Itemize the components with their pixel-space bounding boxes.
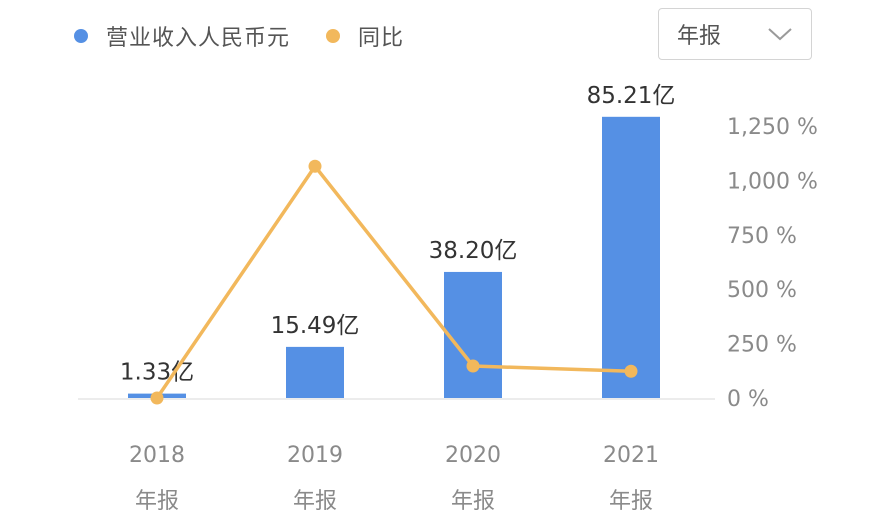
bar-2020 xyxy=(444,271,502,398)
legend-label-yoy: 同比 xyxy=(358,26,405,51)
period-select[interactable]: 年报 xyxy=(658,8,812,60)
yoy-line xyxy=(155,164,632,399)
x-tick-sublabel-2018: 年报 xyxy=(135,489,179,514)
yoy-point-2018 xyxy=(150,391,164,405)
legend-item-yoy[interactable]: 同比 xyxy=(326,20,404,52)
x-tick-sublabel-2021: 年报 xyxy=(609,489,653,514)
x-tick-label-2021: 2021 xyxy=(603,443,659,468)
bar-value-label-2019: 15.49亿 xyxy=(271,313,360,339)
y2-tick-label: 1,250 % xyxy=(727,115,818,140)
x-tick-label-2019: 2019 xyxy=(287,443,343,468)
chart-legend: 营业收入人民币元 同比 xyxy=(74,18,440,54)
y2-tick-label: 1,000 % xyxy=(727,169,818,194)
chevron-down-icon xyxy=(768,28,792,41)
period-select-value: 年报 xyxy=(677,24,722,49)
legend-dot-revenue xyxy=(74,29,88,43)
legend-item-revenue[interactable]: 营业收入人民币元 xyxy=(74,20,290,52)
yoy-point-2021 xyxy=(624,364,638,378)
x-tick-label-2020: 2020 xyxy=(445,443,501,468)
yoy-point-2019 xyxy=(308,159,322,173)
y2-tick-label: 500 % xyxy=(727,278,797,303)
legend-dot-yoy xyxy=(326,29,341,43)
x-tick-sublabel-2020: 年报 xyxy=(451,489,495,514)
y2-tick-label: 250 % xyxy=(727,333,797,358)
bar-value-label-2020: 38.20亿 xyxy=(429,238,518,264)
bar-2021 xyxy=(602,116,660,398)
bar-value-label-2018: 1.33亿 xyxy=(120,360,194,386)
x-tick-label-2018: 2018 xyxy=(129,443,185,468)
y2-tick-label: 0 % xyxy=(727,387,769,412)
yoy-point-2020 xyxy=(466,359,480,373)
x-tick-sublabel-2019: 年报 xyxy=(293,489,337,514)
bar-value-label-2021: 85.21亿 xyxy=(587,83,676,109)
bar-2019 xyxy=(286,346,344,398)
legend-label-revenue: 营业收入人民币元 xyxy=(106,26,291,51)
y2-tick-label: 750 % xyxy=(727,224,797,249)
